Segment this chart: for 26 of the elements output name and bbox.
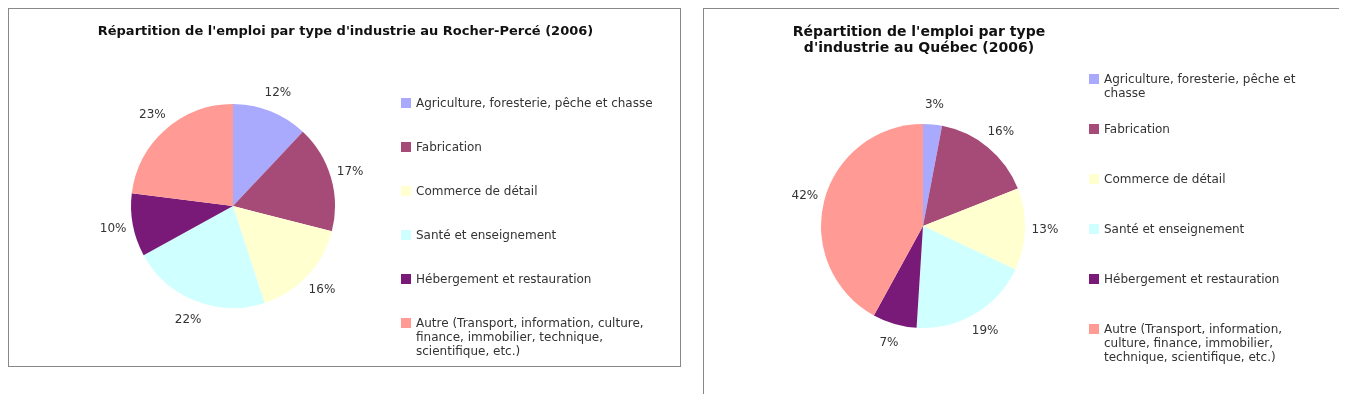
legend-label: Autre (Transport, information, culture, finance, immobilier, technique, scientifique, etc.) (416, 316, 645, 358)
legend-label: Commerce de détail (416, 184, 538, 198)
legend-label: Hébergement et restauration (1104, 272, 1280, 286)
legend-label: Santé et enseignement (416, 228, 557, 242)
data-label: 13% (1031, 221, 1059, 236)
data-label: 42% (791, 187, 819, 202)
data-label: 22% (174, 311, 202, 326)
legend-label: Autre (Transport, information, culture, finance, immobilier, technique, scientifique, etc.) (1104, 322, 1284, 364)
data-label: 7% (879, 335, 899, 350)
legend-label: Commerce de détail (1104, 172, 1226, 186)
data-label: 16% (308, 281, 336, 296)
legend-label: Hébergement et restauration (416, 272, 592, 286)
data-label: 10% (99, 220, 127, 235)
data-label: 3% (924, 96, 944, 111)
data-label: 12% (264, 84, 292, 99)
legend-label: Agriculture, foresterie, pêche et chasse (416, 96, 653, 110)
legend-label: Fabrication (1104, 122, 1170, 136)
data-label: 23% (138, 106, 166, 121)
chart-title: Répartition de l'emploi par type d'industrie au Québec (2006) (791, 23, 1047, 55)
data-label: 17% (336, 164, 364, 179)
legend-label: Fabrication (416, 140, 482, 154)
data-label: 19% (971, 323, 999, 338)
chart-title: Répartition de l'emploi par type d'industrie au Rocher-Percé (2006) (96, 23, 595, 38)
data-label: 16% (987, 124, 1015, 139)
legend-label: Santé et enseignement (1104, 222, 1245, 236)
legend-label: Agriculture, foresterie, pêche et chasse (1104, 72, 1297, 100)
